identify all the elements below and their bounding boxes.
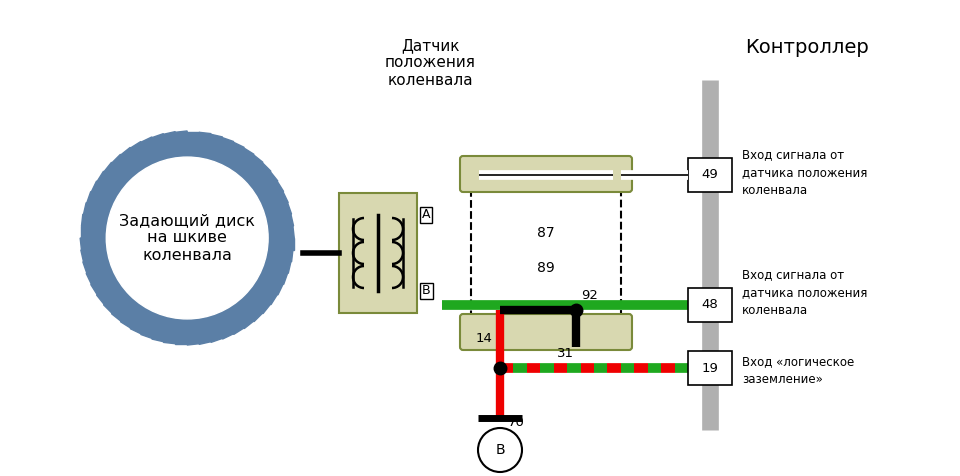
Text: 19: 19 (702, 361, 718, 375)
Text: B: B (422, 285, 431, 298)
Polygon shape (229, 142, 244, 155)
Polygon shape (131, 141, 145, 155)
FancyBboxPatch shape (460, 314, 632, 350)
Polygon shape (152, 331, 165, 342)
Text: Вход «логическое
заземление»: Вход «логическое заземление» (742, 355, 854, 386)
Text: 48: 48 (702, 298, 718, 311)
Text: Задающий диск
на шкиве
коленвала: Задающий диск на шкиве коленвала (119, 213, 255, 263)
Polygon shape (152, 134, 166, 145)
Polygon shape (141, 137, 156, 149)
Polygon shape (198, 132, 211, 142)
Polygon shape (83, 259, 94, 273)
Polygon shape (91, 280, 104, 295)
Text: 87: 87 (538, 226, 555, 240)
Polygon shape (82, 214, 91, 227)
Polygon shape (97, 171, 110, 186)
Polygon shape (208, 331, 223, 342)
Polygon shape (256, 299, 271, 314)
FancyBboxPatch shape (688, 288, 732, 322)
Polygon shape (276, 192, 288, 206)
Polygon shape (104, 299, 118, 313)
Polygon shape (209, 134, 223, 145)
Text: 70: 70 (508, 416, 525, 429)
Text: 31: 31 (557, 347, 573, 360)
Polygon shape (239, 315, 253, 328)
Polygon shape (176, 337, 187, 345)
Polygon shape (276, 270, 288, 284)
Polygon shape (176, 131, 188, 140)
Text: Вход сигнала от
датчика положения
коленвала: Вход сигнала от датчика положения коленв… (742, 268, 868, 317)
Polygon shape (104, 162, 118, 177)
Text: 89: 89 (538, 261, 555, 275)
Polygon shape (81, 226, 89, 238)
Polygon shape (264, 290, 277, 305)
FancyBboxPatch shape (688, 351, 732, 385)
Polygon shape (229, 321, 244, 335)
Text: A: A (422, 208, 430, 221)
Polygon shape (111, 307, 126, 321)
Polygon shape (131, 321, 145, 334)
FancyBboxPatch shape (339, 193, 417, 313)
Text: 49: 49 (702, 169, 718, 181)
Polygon shape (198, 334, 211, 344)
Polygon shape (249, 307, 262, 322)
FancyBboxPatch shape (688, 158, 732, 192)
FancyBboxPatch shape (460, 156, 632, 192)
Text: Вход сигнала от
датчика положения
коленвала: Вход сигнала от датчика положения коленв… (742, 148, 868, 197)
Polygon shape (285, 226, 295, 239)
Polygon shape (163, 132, 177, 142)
Text: B: B (495, 443, 505, 457)
Text: 92: 92 (581, 289, 598, 302)
FancyBboxPatch shape (471, 173, 621, 333)
Text: Датчик
положения
коленвала: Датчик положения коленвала (385, 38, 475, 88)
Polygon shape (86, 270, 99, 284)
Polygon shape (84, 203, 94, 216)
Circle shape (107, 157, 268, 319)
Polygon shape (271, 281, 283, 295)
Circle shape (84, 136, 290, 340)
Polygon shape (280, 203, 292, 217)
Text: 14: 14 (475, 333, 492, 346)
Polygon shape (121, 148, 135, 161)
Text: Контроллер: Контроллер (745, 38, 869, 57)
Polygon shape (219, 327, 233, 339)
Polygon shape (280, 260, 291, 273)
Polygon shape (81, 248, 91, 262)
Polygon shape (285, 238, 294, 250)
Polygon shape (239, 148, 253, 161)
Polygon shape (220, 138, 233, 149)
Polygon shape (91, 181, 104, 195)
Circle shape (478, 428, 522, 472)
Polygon shape (271, 181, 283, 196)
Polygon shape (112, 154, 126, 169)
Polygon shape (187, 132, 199, 140)
Polygon shape (249, 155, 263, 169)
Polygon shape (86, 192, 98, 206)
Polygon shape (121, 315, 135, 328)
Polygon shape (264, 172, 277, 186)
Polygon shape (97, 290, 110, 304)
Polygon shape (256, 163, 271, 177)
Polygon shape (141, 327, 155, 338)
Polygon shape (80, 237, 89, 250)
Polygon shape (163, 334, 177, 344)
Polygon shape (283, 214, 294, 228)
Polygon shape (283, 249, 293, 262)
Polygon shape (186, 336, 199, 345)
